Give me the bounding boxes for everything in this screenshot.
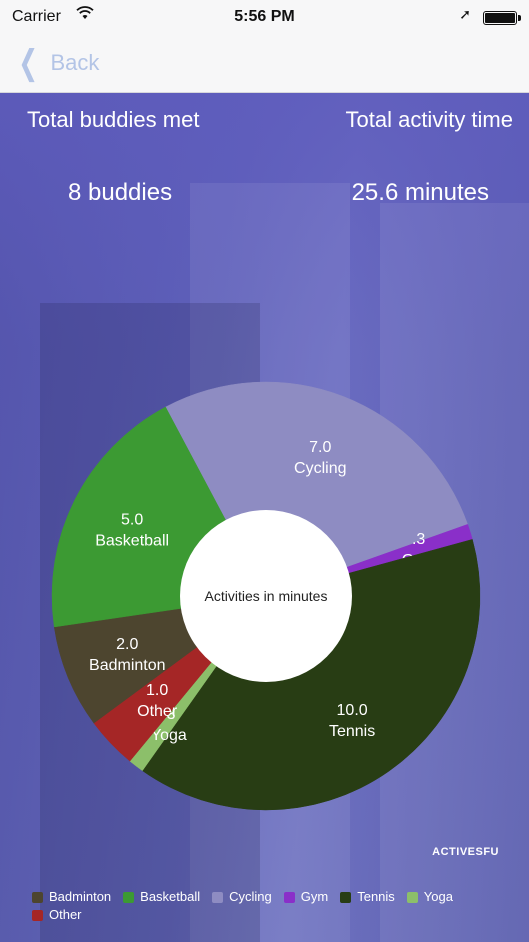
pie-center-text: Activities in minutes xyxy=(205,588,328,604)
wifi-icon xyxy=(76,6,94,25)
slice-label-basketball: 5.0 Basketball xyxy=(95,511,169,549)
activity-time-value: 25.6 minutes xyxy=(351,179,489,206)
brand-watermark: ACTIVESFU xyxy=(432,846,499,858)
pie-slice-tennis[interactable] xyxy=(142,539,481,811)
legend-label: Badminton xyxy=(49,889,112,904)
legend-item-cycling: Cycling xyxy=(212,889,272,905)
legend-label: Cycling xyxy=(229,889,272,904)
back-button[interactable]: ❮ Back xyxy=(14,44,100,82)
legend-item-gym: Gym xyxy=(283,889,329,905)
slice-label-tennis: 10.0 Tennis xyxy=(329,702,375,740)
location-arrow-icon: ➚ xyxy=(459,6,471,22)
pie-center-hole xyxy=(180,510,352,682)
legend-item-tennis: Tennis xyxy=(340,889,395,905)
buddies-met-title: Total buddies met xyxy=(27,107,200,132)
legend-label: Other xyxy=(49,907,82,922)
legend-swatch xyxy=(32,891,43,903)
slice-label-other: 1.0 Other xyxy=(137,682,178,720)
activity-summary-view: Total buddies met Total activity time 8 … xyxy=(0,93,529,942)
legend-label: Basketball xyxy=(140,889,201,904)
activity-time-title: Total activity time xyxy=(345,107,514,132)
legend-item-other: Other xyxy=(32,907,82,923)
legend-swatch xyxy=(340,891,352,903)
chart-legend: Badminton Basketball Cycling Gym Tennis Yoga O… xyxy=(32,889,502,923)
status-bar: Carrier 5:56 PM ➚ xyxy=(0,0,529,36)
legend-swatch xyxy=(212,891,224,903)
chevron-left-icon: ❮ xyxy=(18,44,39,82)
legend-swatch xyxy=(123,891,135,903)
legend-label: Gym xyxy=(300,889,329,904)
clock: 5:56 PM xyxy=(234,8,295,25)
buddies-met-value: 8 buddies xyxy=(68,179,173,206)
carrier-label: Carrier xyxy=(12,8,61,25)
legend-swatch xyxy=(283,891,295,903)
legend-label: Tennis xyxy=(357,889,395,904)
slice-label-cycling: 7.0 Cycling xyxy=(294,439,346,477)
legend-swatch xyxy=(32,909,43,921)
activities-pie-chart[interactable]: 7.0Cycling.3Gym10.0Tennis.3Yoga1.0Other2… xyxy=(0,93,529,853)
back-label: Back xyxy=(50,50,100,75)
slice-label-badminton: 2.0 Badminton xyxy=(89,636,166,674)
legend-item-badminton: Badminton xyxy=(32,889,111,905)
legend-item-basketball: Basketball xyxy=(123,889,200,905)
battery-icon xyxy=(483,11,521,25)
legend-label: Yoga xyxy=(423,889,453,904)
legend-swatch xyxy=(406,891,418,903)
legend-item-yoga: Yoga xyxy=(406,889,453,905)
navigation-bar: ❮ Back xyxy=(0,36,529,93)
